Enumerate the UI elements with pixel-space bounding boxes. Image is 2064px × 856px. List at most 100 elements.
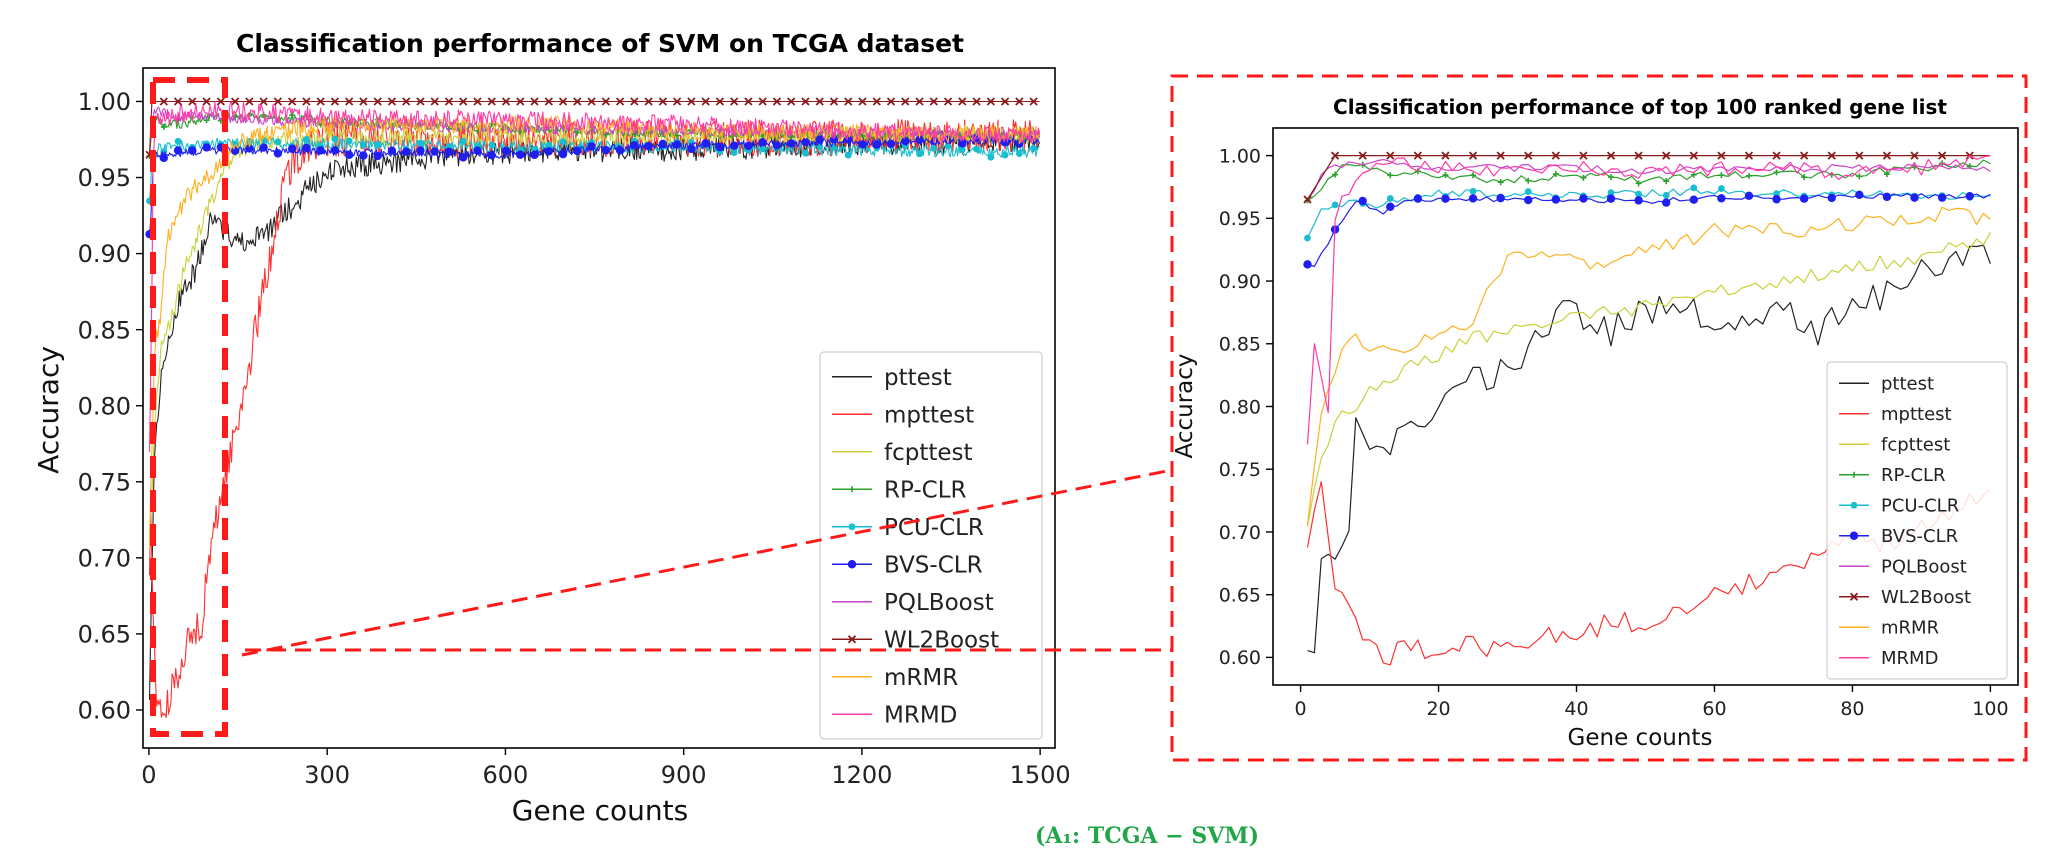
wl2boost-marker-492 [730, 97, 739, 106]
bvs-clr-marker-20 [1441, 194, 1450, 203]
bvs-clr-marker-300 [501, 146, 511, 156]
bvs-clr-marker-648 [915, 135, 924, 144]
y-tick-label: 0.85 [78, 316, 131, 344]
left-chart-frame [142, 67, 1056, 749]
bvs-clr-marker-432 [658, 139, 668, 149]
zoom-connector-lower [245, 648, 1174, 652]
wl2boost-marker-264 [459, 97, 468, 106]
pcu-clr-marker-4 [1331, 201, 1339, 209]
pcu-clr-marker-44 [1607, 189, 1615, 197]
legend-label-pqlboost: PQLBoost [884, 590, 994, 616]
pcu-clr-marker-708 [987, 153, 995, 161]
bvs-clr-marker-360 [573, 146, 582, 156]
rp-clr-marker-24 [1470, 172, 1477, 179]
legend-label-pqlboost: PQLBoost [1881, 557, 1967, 578]
legend-pcu-clr-marker-0 [848, 523, 856, 531]
wl2boost-marker-684 [958, 97, 967, 106]
bvs-clr-marker-444 [672, 140, 682, 149]
pcu-clr-marker-516 [759, 145, 767, 153]
left-chart-series [145, 97, 1041, 719]
wl2boost-marker-408 [630, 97, 639, 106]
series-line-mrmd [148, 101, 1041, 453]
bvs-clr-marker-28 [1496, 193, 1505, 203]
legend-label-pcu-clr: PCU-CLR [884, 515, 984, 541]
pcu-clr-marker-732 [1015, 150, 1023, 157]
x-tick-label: 1200 [831, 761, 892, 789]
wl2boost-marker-588 [844, 97, 853, 106]
wl2boost-marker-96 [259, 97, 268, 106]
wl2boost-marker-672 [943, 97, 953, 106]
bvs-clr-marker-192 [373, 151, 382, 161]
bvs-clr-marker-624 [886, 139, 896, 148]
wl2boost-marker-540 [787, 97, 796, 106]
left-chart: 0 300 600 900 1200 1500 0.60 0.65 0.70 0.75 0.80 0.… [78, 67, 1071, 789]
series-line-pttest [1307, 244, 1991, 654]
wl2boost-marker-528 [772, 97, 782, 106]
x-tick-label: 80 [1840, 698, 1864, 720]
bvs-clr-marker-120 [287, 144, 297, 153]
bvs-clr-marker-408 [630, 141, 639, 150]
wl2boost-marker-636 [901, 97, 910, 106]
bvs-clr-marker-36 [188, 146, 197, 155]
wl2boost-marker-108 [273, 97, 283, 106]
wl2boost-marker-432 [658, 97, 668, 106]
legend-label-mpttest: mpttest [884, 403, 974, 429]
bvs-clr-marker-420 [644, 141, 653, 151]
legend-label-rp-clr: RP-CLR [1881, 465, 1946, 486]
y-tick-label: 0.65 [78, 621, 131, 649]
legend-box [819, 351, 1043, 740]
wl2boost-marker-132 [302, 97, 311, 106]
wl2boost-marker-84 [1882, 151, 1892, 160]
wl2boost-marker-156 [330, 97, 340, 106]
bvs-clr-marker-396 [615, 146, 625, 155]
figure-caption: (A₁: TCGA − SVM) [1035, 823, 1259, 849]
rp-clr-marker-36 [1552, 170, 1559, 177]
pcu-clr-marker-192 [374, 141, 382, 149]
legend-label-mrmr: mRMR [884, 665, 958, 691]
y-tick-label: 0.95 [1219, 208, 1261, 230]
pcu-clr-marker-56 [1690, 184, 1698, 192]
bvs-clr-marker-516 [758, 138, 767, 147]
bvs-clr-marker-88 [1910, 193, 1919, 202]
pcu-clr-marker-288 [488, 141, 496, 149]
bvs-clr-marker-96 [1965, 191, 1974, 201]
wl2boost-marker-144 [316, 97, 325, 106]
left-x-axis-label: Gene counts [512, 794, 688, 827]
wl2boost-marker-384 [601, 97, 610, 106]
bvs-clr-marker-48 [1634, 196, 1643, 205]
x-tick-label: 20 [1426, 698, 1450, 720]
pcu-clr-marker-264 [459, 137, 467, 145]
wl2boost-marker-696 [972, 97, 981, 106]
bvs-clr-marker-48 [202, 143, 211, 152]
wl2boost-marker-444 [672, 97, 682, 106]
legend-pcu-clr-marker-0 [1850, 501, 1858, 509]
wl2boost-marker-64 [1744, 151, 1754, 160]
bvs-clr-marker-52 [1661, 198, 1671, 207]
y-tick-label: 0.95 [78, 164, 131, 192]
legend-label-bvs-clr: BVS-CLR [884, 553, 983, 579]
y-tick-label: 0.75 [1219, 459, 1261, 481]
rp-clr-marker-4 [1332, 171, 1339, 178]
wl2boost-marker-624 [886, 97, 896, 106]
legend-wl2boost-marker-0 [1849, 592, 1859, 601]
bvs-clr-marker-456 [687, 144, 696, 154]
pcu-clr-marker-132 [302, 136, 310, 143]
wl2boost-marker-612 [872, 97, 881, 106]
left-y-axis-label: Accuracy [32, 346, 65, 474]
series-line-bvs-clr [1307, 193, 1991, 268]
bvs-clr-marker-132 [302, 143, 311, 153]
pcu-clr-marker-552 [802, 149, 809, 157]
bvs-clr-marker-288 [487, 151, 496, 160]
bvs-clr-marker-264 [459, 153, 468, 162]
y-tick-label: 0.60 [78, 697, 131, 725]
bvs-clr-marker-240 [430, 147, 439, 156]
wl2boost-marker-76 [1827, 151, 1836, 160]
wl2boost-marker-504 [744, 97, 753, 106]
wl2boost-marker-12 [159, 97, 168, 106]
wl2boost-marker-648 [915, 97, 924, 106]
wl2boost-marker-84 [245, 97, 254, 106]
bvs-clr-marker-480 [715, 142, 725, 152]
bvs-clr-marker-84 [1882, 192, 1892, 202]
wl2boost-marker-288 [487, 97, 496, 106]
zoom-annotation [150, 74, 2028, 762]
